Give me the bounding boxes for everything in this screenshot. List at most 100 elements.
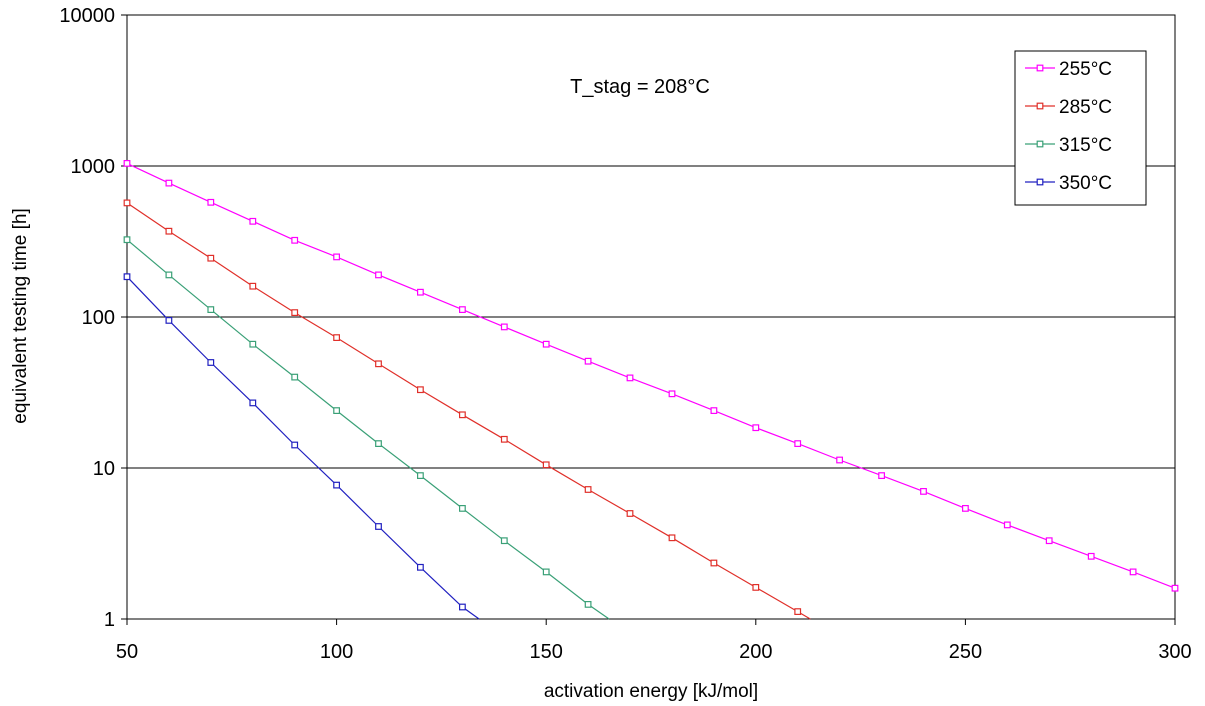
- data-point: [249, 340, 257, 348]
- data-point: [249, 282, 257, 290]
- data-point: [417, 288, 424, 296]
- data-point: [207, 306, 215, 313]
- data-point: [459, 411, 466, 419]
- annotation-text: T_stag = 208°C: [570, 76, 710, 98]
- data-point: [500, 537, 508, 545]
- data-point: [249, 217, 257, 225]
- legend-marker: [1036, 178, 1044, 186]
- data-point: [836, 456, 843, 464]
- x-tick-label: 250: [949, 641, 982, 663]
- data-point: [459, 505, 466, 512]
- series-line: [126, 202, 811, 620]
- x-axis-ticks: 50 100 150 200 250 300: [116, 619, 1192, 663]
- data-point: [752, 583, 760, 591]
- legend-item: 285°C: [1025, 97, 1112, 118]
- series-285°C: [123, 199, 811, 620]
- data-point: [165, 227, 173, 235]
- data-point: [459, 603, 466, 611]
- x-tick-label: 50: [116, 641, 138, 663]
- data-point: [584, 486, 592, 493]
- legend-item: 255°C: [1025, 59, 1112, 80]
- legend-label: 315°C: [1059, 135, 1112, 156]
- data-point: [123, 160, 131, 167]
- data-point: [584, 600, 592, 608]
- data-point: [291, 309, 299, 316]
- data-point: [459, 306, 466, 313]
- data-point: [207, 359, 215, 366]
- x-tick-label: 150: [530, 641, 563, 663]
- data-point: [291, 236, 299, 244]
- data-point: [165, 271, 173, 279]
- data-point: [626, 374, 634, 382]
- y-tick-label: 10000: [59, 5, 115, 27]
- data-point: [794, 608, 802, 615]
- y-axis-title: equivalent testing time [h]: [10, 208, 31, 423]
- data-point: [626, 510, 634, 517]
- data-point: [794, 440, 802, 447]
- y-axis-ticks: 1 10 100 1000 10000: [59, 5, 127, 631]
- data-point: [333, 407, 340, 414]
- series-layer: [123, 160, 1179, 620]
- data-point: [375, 523, 382, 530]
- data-point: [375, 440, 382, 447]
- series-line: [126, 276, 480, 620]
- data-point: [500, 323, 508, 331]
- data-point: [291, 373, 299, 381]
- data-point: [375, 360, 382, 368]
- data-point: [249, 399, 257, 407]
- series-line: [126, 162, 1176, 589]
- data-point: [291, 441, 299, 449]
- series-315°C: [123, 236, 610, 620]
- data-point: [668, 390, 676, 398]
- data-point: [375, 271, 382, 279]
- y-tick-label: 1: [104, 609, 115, 631]
- data-point: [1003, 521, 1011, 529]
- data-point: [417, 563, 424, 571]
- data-point: [1129, 568, 1137, 576]
- data-point: [123, 273, 131, 281]
- data-point: [123, 199, 131, 207]
- data-point: [584, 357, 592, 365]
- data-point: [417, 472, 424, 479]
- legend-label: 285°C: [1059, 97, 1112, 118]
- data-point: [207, 254, 215, 262]
- data-point: [165, 317, 173, 324]
- data-point: [878, 472, 885, 479]
- data-point: [542, 461, 550, 469]
- data-point: [123, 236, 131, 244]
- series-350°C: [123, 273, 480, 620]
- x-tick-label: 100: [320, 641, 353, 663]
- legend-marker: [1036, 64, 1044, 72]
- data-point: [920, 488, 927, 495]
- legend: 255°C 285°C 315°C 350°C: [1014, 50, 1147, 206]
- data-point: [333, 481, 340, 489]
- y-tick-label: 1000: [71, 156, 116, 178]
- y-tick-label: 100: [82, 307, 115, 329]
- data-point: [961, 505, 969, 512]
- legend-label: 255°C: [1059, 59, 1112, 80]
- x-axis-title: activation energy [kJ/mol]: [544, 681, 758, 702]
- legend-marker: [1036, 102, 1044, 110]
- legend-items: 255°C 285°C 315°C 350°C: [1025, 59, 1112, 194]
- x-tick-label: 300: [1158, 641, 1191, 663]
- data-point: [165, 179, 173, 187]
- legend-marker: [1036, 140, 1044, 148]
- data-point: [333, 253, 340, 261]
- data-point: [1045, 537, 1053, 545]
- data-point: [542, 568, 550, 576]
- data-point: [333, 334, 340, 341]
- y-tick-label: 10: [93, 458, 115, 480]
- data-point: [752, 424, 760, 432]
- series-255°C: [123, 160, 1179, 592]
- x-tick-label: 200: [739, 641, 772, 663]
- data-point: [1171, 584, 1179, 592]
- data-point: [668, 534, 676, 542]
- data-point: [710, 407, 718, 414]
- legend-item: 350°C: [1025, 173, 1112, 194]
- legend-label: 350°C: [1059, 173, 1112, 194]
- data-point: [417, 386, 424, 394]
- data-point: [1087, 552, 1095, 560]
- data-point: [500, 435, 508, 443]
- data-point: [207, 198, 215, 206]
